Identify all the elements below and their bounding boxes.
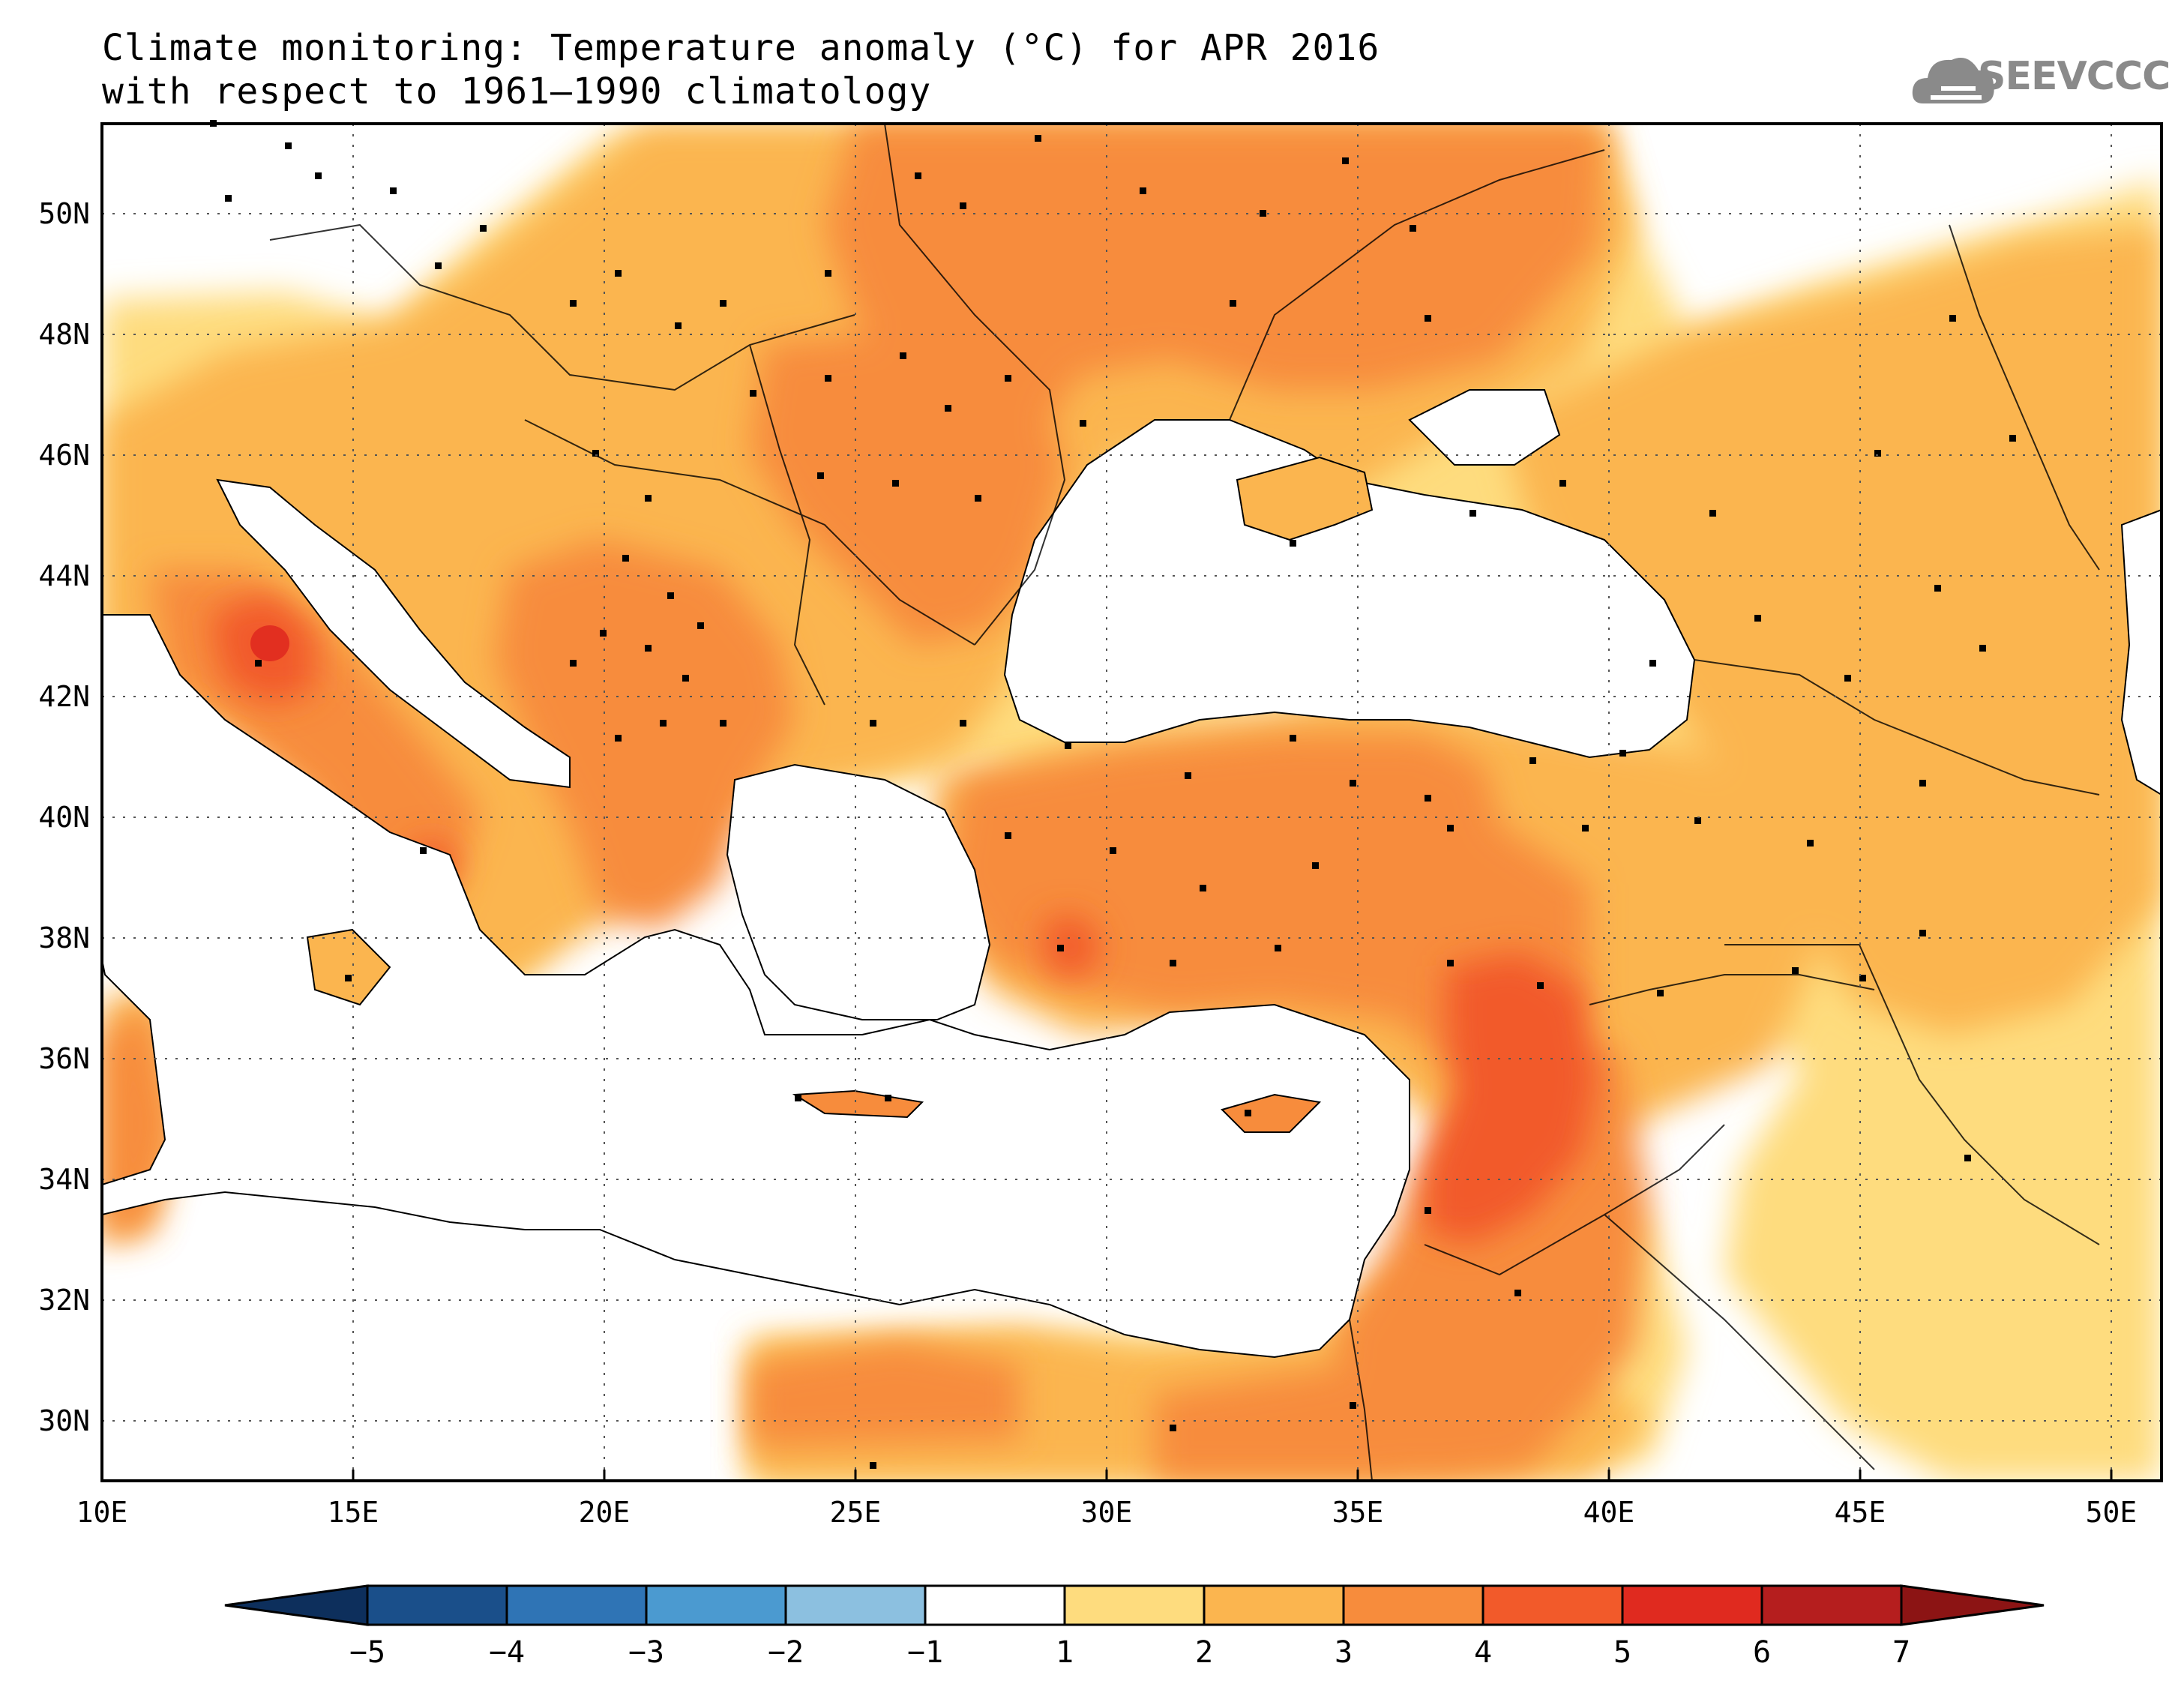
x-tick-label: 30E	[1081, 1496, 1133, 1529]
y-tick-label: 50N	[38, 197, 90, 230]
y-tick-label: 30N	[38, 1404, 90, 1437]
y-tick-label: 44N	[38, 559, 90, 592]
y-tick-label: 36N	[38, 1042, 90, 1075]
x-tick-label: 45E	[1835, 1496, 1886, 1529]
colorbar-label: −5	[349, 1635, 385, 1670]
sea-mask	[102, 389, 2162, 1359]
x-tick-label: 50E	[2086, 1496, 2138, 1529]
colorbar-box	[366, 1584, 508, 1626]
colorbar-box	[1621, 1584, 1763, 1626]
x-tick-label: 15E	[328, 1496, 379, 1529]
colorbar-box	[505, 1584, 648, 1626]
colorbar-box	[1760, 1584, 1903, 1626]
colorbar-box	[645, 1584, 787, 1626]
colorbar-label: 5	[1613, 1635, 1631, 1670]
colorbar-label: 3	[1335, 1635, 1353, 1670]
y-tick-label: 38N	[38, 921, 90, 954]
y-tick-label: 42N	[38, 680, 90, 713]
map-title-line1: Climate monitoring: Temperature anomaly …	[102, 27, 1380, 69]
x-tick-label: 35E	[1332, 1496, 1384, 1529]
colorbar-label: 7	[1892, 1635, 1910, 1670]
colorbar-label: −3	[628, 1635, 664, 1670]
colorbar: −5 −4 −3 −2 −1 1 2 3 4 5 6 7	[224, 1584, 2045, 1670]
y-tick-label: 40N	[38, 801, 90, 834]
colorbar-label: −4	[489, 1635, 525, 1670]
x-tick-label: 40E	[1583, 1496, 1635, 1529]
station-markers	[210, 120, 2016, 1469]
colorbar-label: 4	[1474, 1635, 1492, 1670]
colorbar-high-arrow	[1900, 1584, 2045, 1626]
y-tick-label: 46N	[38, 439, 90, 472]
colorbar-label: −2	[768, 1635, 804, 1670]
map-gridlines	[102, 124, 2162, 1481]
y-tick-label: 32N	[38, 1284, 90, 1317]
colorbar-label: −1	[907, 1635, 943, 1670]
colorbar-box	[1342, 1584, 1484, 1626]
colorbar-box	[784, 1584, 927, 1626]
x-tick-labels: 10E 15E 20E 25E 30E 35E 40E 45E 50E	[76, 1496, 2138, 1529]
x-tick-label: 10E	[76, 1496, 128, 1529]
map-title-line2: with respect to 1961–1990 climatology	[102, 70, 932, 112]
colorbar-box	[1063, 1584, 1206, 1626]
cloud-icon	[1912, 58, 1994, 103]
x-axis	[100, 1470, 2113, 1481]
y-tick-label: 34N	[38, 1163, 90, 1196]
map-frame	[100, 122, 2163, 1482]
colorbar-label: 1	[1056, 1635, 1074, 1670]
colorbar-box	[1203, 1584, 1345, 1626]
x-tick-label: 20E	[579, 1496, 631, 1529]
x-tick-label: 25E	[830, 1496, 882, 1529]
colorbar-label: 6	[1753, 1635, 1771, 1670]
y-tick-label: 48N	[38, 318, 90, 351]
y-tick-labels: 30N 32N 34N 36N 38N 40N 42N 44N 46N 48N …	[38, 197, 90, 1437]
country-borders	[269, 123, 2100, 1482]
colorbar-box	[924, 1584, 1066, 1626]
logo-text: SEEVCCC	[1978, 54, 2171, 99]
colorbar-box	[1481, 1584, 1624, 1626]
colorbar-label: 2	[1195, 1635, 1213, 1670]
colorbar-low-arrow	[224, 1584, 369, 1626]
